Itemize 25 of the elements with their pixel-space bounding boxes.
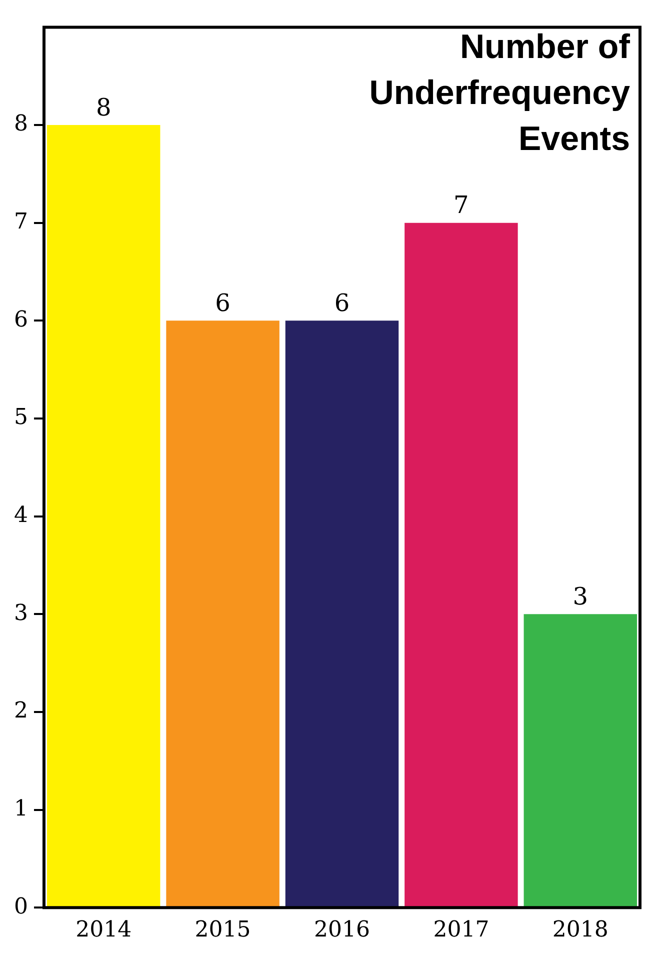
bar [524, 614, 638, 907]
y-tick-label: 1 [14, 796, 28, 822]
y-tick-label: 5 [14, 405, 28, 430]
bar [404, 222, 518, 907]
x-tick-label: 2018 [552, 918, 608, 943]
x-tick-label: 2016 [314, 918, 370, 943]
y-tick-label: 7 [14, 210, 28, 235]
y-tick-label: 4 [14, 503, 28, 528]
data-label: 6 [215, 288, 230, 317]
y-tick-label: 3 [14, 600, 28, 626]
bar [46, 125, 160, 907]
y-tick-label: 8 [14, 112, 28, 137]
data-label: 6 [334, 288, 350, 317]
data-label: 3 [572, 582, 588, 610]
text: Number of Underfrequency Events [368, 27, 630, 160]
data-label: 7 [454, 191, 469, 220]
x-tick-label: 2017 [433, 918, 490, 943]
bar [285, 320, 399, 907]
x-tick-label: 2015 [194, 918, 251, 943]
y-tick-label: 0 [14, 894, 28, 920]
data-label: 8 [96, 93, 112, 122]
y-tick-label: 2 [14, 698, 28, 724]
y-tick-label: 6 [14, 307, 28, 332]
bar [166, 320, 280, 907]
x-tick-label: 2014 [76, 918, 132, 943]
